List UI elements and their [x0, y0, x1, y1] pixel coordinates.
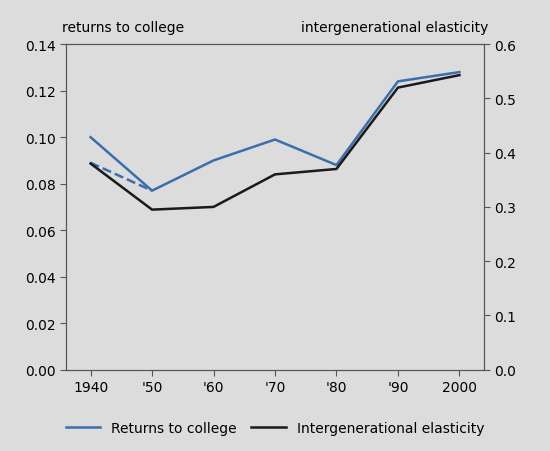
Text: returns to college: returns to college	[62, 21, 184, 35]
Legend: Returns to college, Intergenerational elasticity: Returns to college, Intergenerational el…	[60, 416, 490, 441]
Text: intergenerational elasticity: intergenerational elasticity	[301, 21, 488, 35]
